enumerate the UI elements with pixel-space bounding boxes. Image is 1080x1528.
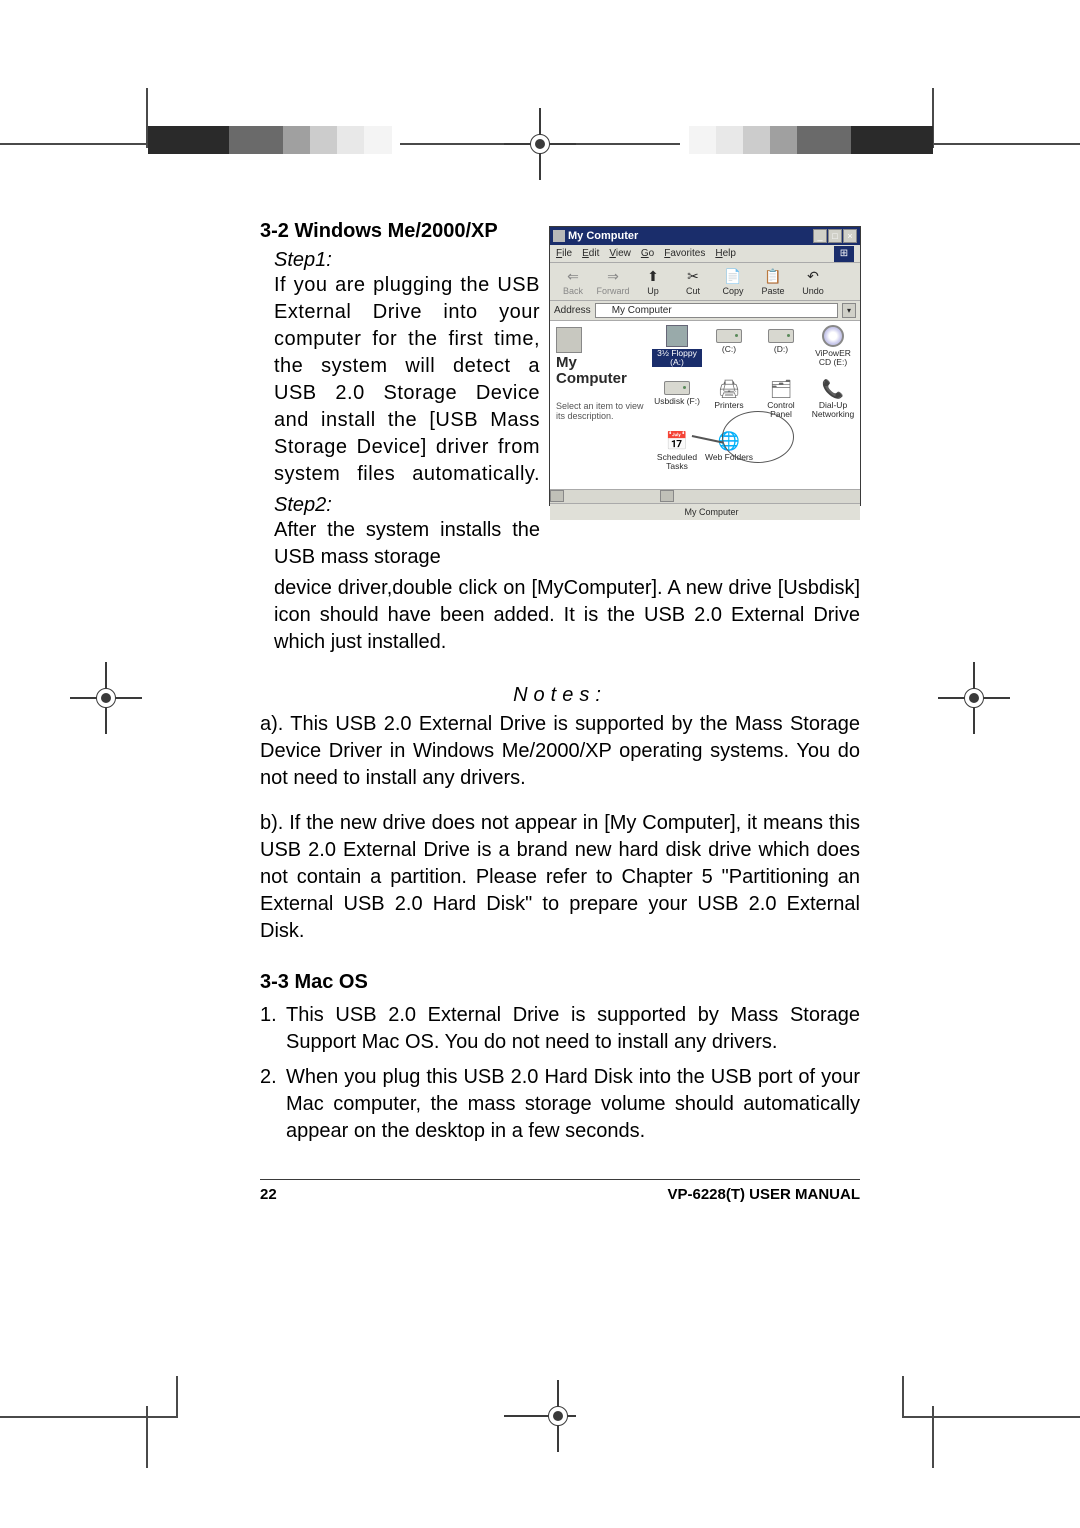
pane-hint: Select an item to view its description.: [556, 401, 644, 421]
reg-target-top: [522, 126, 558, 162]
drive-icon-dial-up-networking[interactable]: 📞Dial-Up Networking: [808, 377, 858, 427]
toolbar-copy-button[interactable]: 📄Copy: [714, 268, 752, 296]
menu-go[interactable]: Go: [641, 248, 654, 259]
toolbar-paste-button[interactable]: 📋Paste: [754, 268, 792, 296]
window-icon: [553, 230, 565, 242]
toolbar-undo-button[interactable]: ↶Undo: [794, 268, 832, 296]
registration-bottom: [0, 1368, 1080, 1468]
statusbar: My Computer: [550, 503, 860, 520]
note-a: a). This USB 2.0 External Drive is suppo…: [260, 711, 860, 792]
drive-icon-vipower-cd-e-[interactable]: ViPowER CD (E:): [808, 325, 858, 375]
section-heading-33: 3-3 Mac OS: [260, 971, 860, 994]
address-label: Address: [554, 305, 591, 316]
page-footer: 22 VP-6228(T) USER MANUAL: [260, 1186, 860, 1203]
computer-icon: [599, 306, 609, 316]
drive-icon-web-folders[interactable]: 🌐Web Folders: [704, 429, 754, 479]
toolbar-back-button: ⇐Back: [554, 268, 592, 296]
status-text: My Computer: [684, 507, 738, 517]
drive-icon--c-[interactable]: (C:): [704, 325, 754, 375]
step1-text: If you are plugging the USB External Dri…: [274, 272, 542, 488]
page-number: 22: [260, 1186, 277, 1203]
notes-heading: Notes:: [260, 684, 860, 707]
window-title: My Computer: [568, 230, 638, 242]
hscrollbar[interactable]: [550, 489, 860, 503]
titlebar: My Computer _ □ ×: [550, 227, 860, 245]
address-bar: Address My Computer ▾: [550, 301, 860, 321]
address-field[interactable]: My Computer: [595, 303, 838, 318]
note-b: b). If the new drive does not appear in …: [260, 810, 860, 945]
close-button[interactable]: ×: [843, 229, 857, 243]
manual-name: VP-6228(T) USER MANUAL: [667, 1186, 860, 1203]
reg-target-left: [88, 680, 124, 716]
toolbar-cut-button[interactable]: ✂Cut: [674, 268, 712, 296]
status-icon: [671, 507, 681, 517]
mycomputer-window: My Computer _ □ × File Edit View Go Favorite…: [549, 226, 861, 506]
minimize-button[interactable]: _: [813, 229, 827, 243]
drive-icon-usbdisk-f-[interactable]: Usbdisk (F:): [652, 377, 702, 427]
windows-logo-icon: [834, 246, 854, 262]
menubar: File Edit View Go Favorites Help: [550, 245, 860, 263]
drive-icon-printers[interactable]: 🖨Printers: [704, 377, 754, 427]
address-dropdown[interactable]: ▾: [842, 303, 856, 318]
reg-squares-right: [689, 126, 932, 159]
step2-text-b: device driver,double click on [MyCompute…: [274, 575, 860, 656]
mac-item-1: 1. This USB 2.0 External Drive is suppor…: [260, 1002, 860, 1056]
menu-help[interactable]: Help: [715, 248, 736, 259]
maximize-button[interactable]: □: [828, 229, 842, 243]
reg-target-right: [956, 680, 992, 716]
toolbar-up-button[interactable]: ⬆Up: [634, 268, 672, 296]
toolbar-forward-button: ⇒Forward: [594, 268, 632, 296]
menu-edit[interactable]: Edit: [582, 248, 599, 259]
drive-icon-control-panel[interactable]: 🗂Control Panel: [756, 377, 806, 427]
step2-text-a: After the system installs the USB mass s…: [274, 517, 542, 571]
toolbar: ⇐Back⇒Forward⬆Up✂Cut📄Copy📋Paste↶Undo: [550, 263, 860, 301]
pane-title: MyComputer: [556, 355, 644, 387]
drive-icon-3-floppy-a-[interactable]: 3½ Floppy (A:): [652, 325, 702, 375]
menu-favorites[interactable]: Favorites: [664, 248, 705, 259]
icon-grid: 3½ Floppy (A:)(C:)(D:)ViPowER CD (E:) Usb…: [650, 321, 860, 489]
computer-large-icon: [556, 327, 582, 353]
reg-squares-left: [148, 126, 391, 159]
info-pane: MyComputer Select an item to view its de…: [550, 321, 650, 489]
menu-view[interactable]: View: [609, 248, 631, 259]
registration-top: [0, 88, 1080, 208]
drive-icon--d-[interactable]: (D:): [756, 325, 806, 375]
menu-file[interactable]: File: [556, 248, 572, 259]
mac-item-2: 2. When you plug this USB 2.0 Hard Disk …: [260, 1064, 860, 1145]
